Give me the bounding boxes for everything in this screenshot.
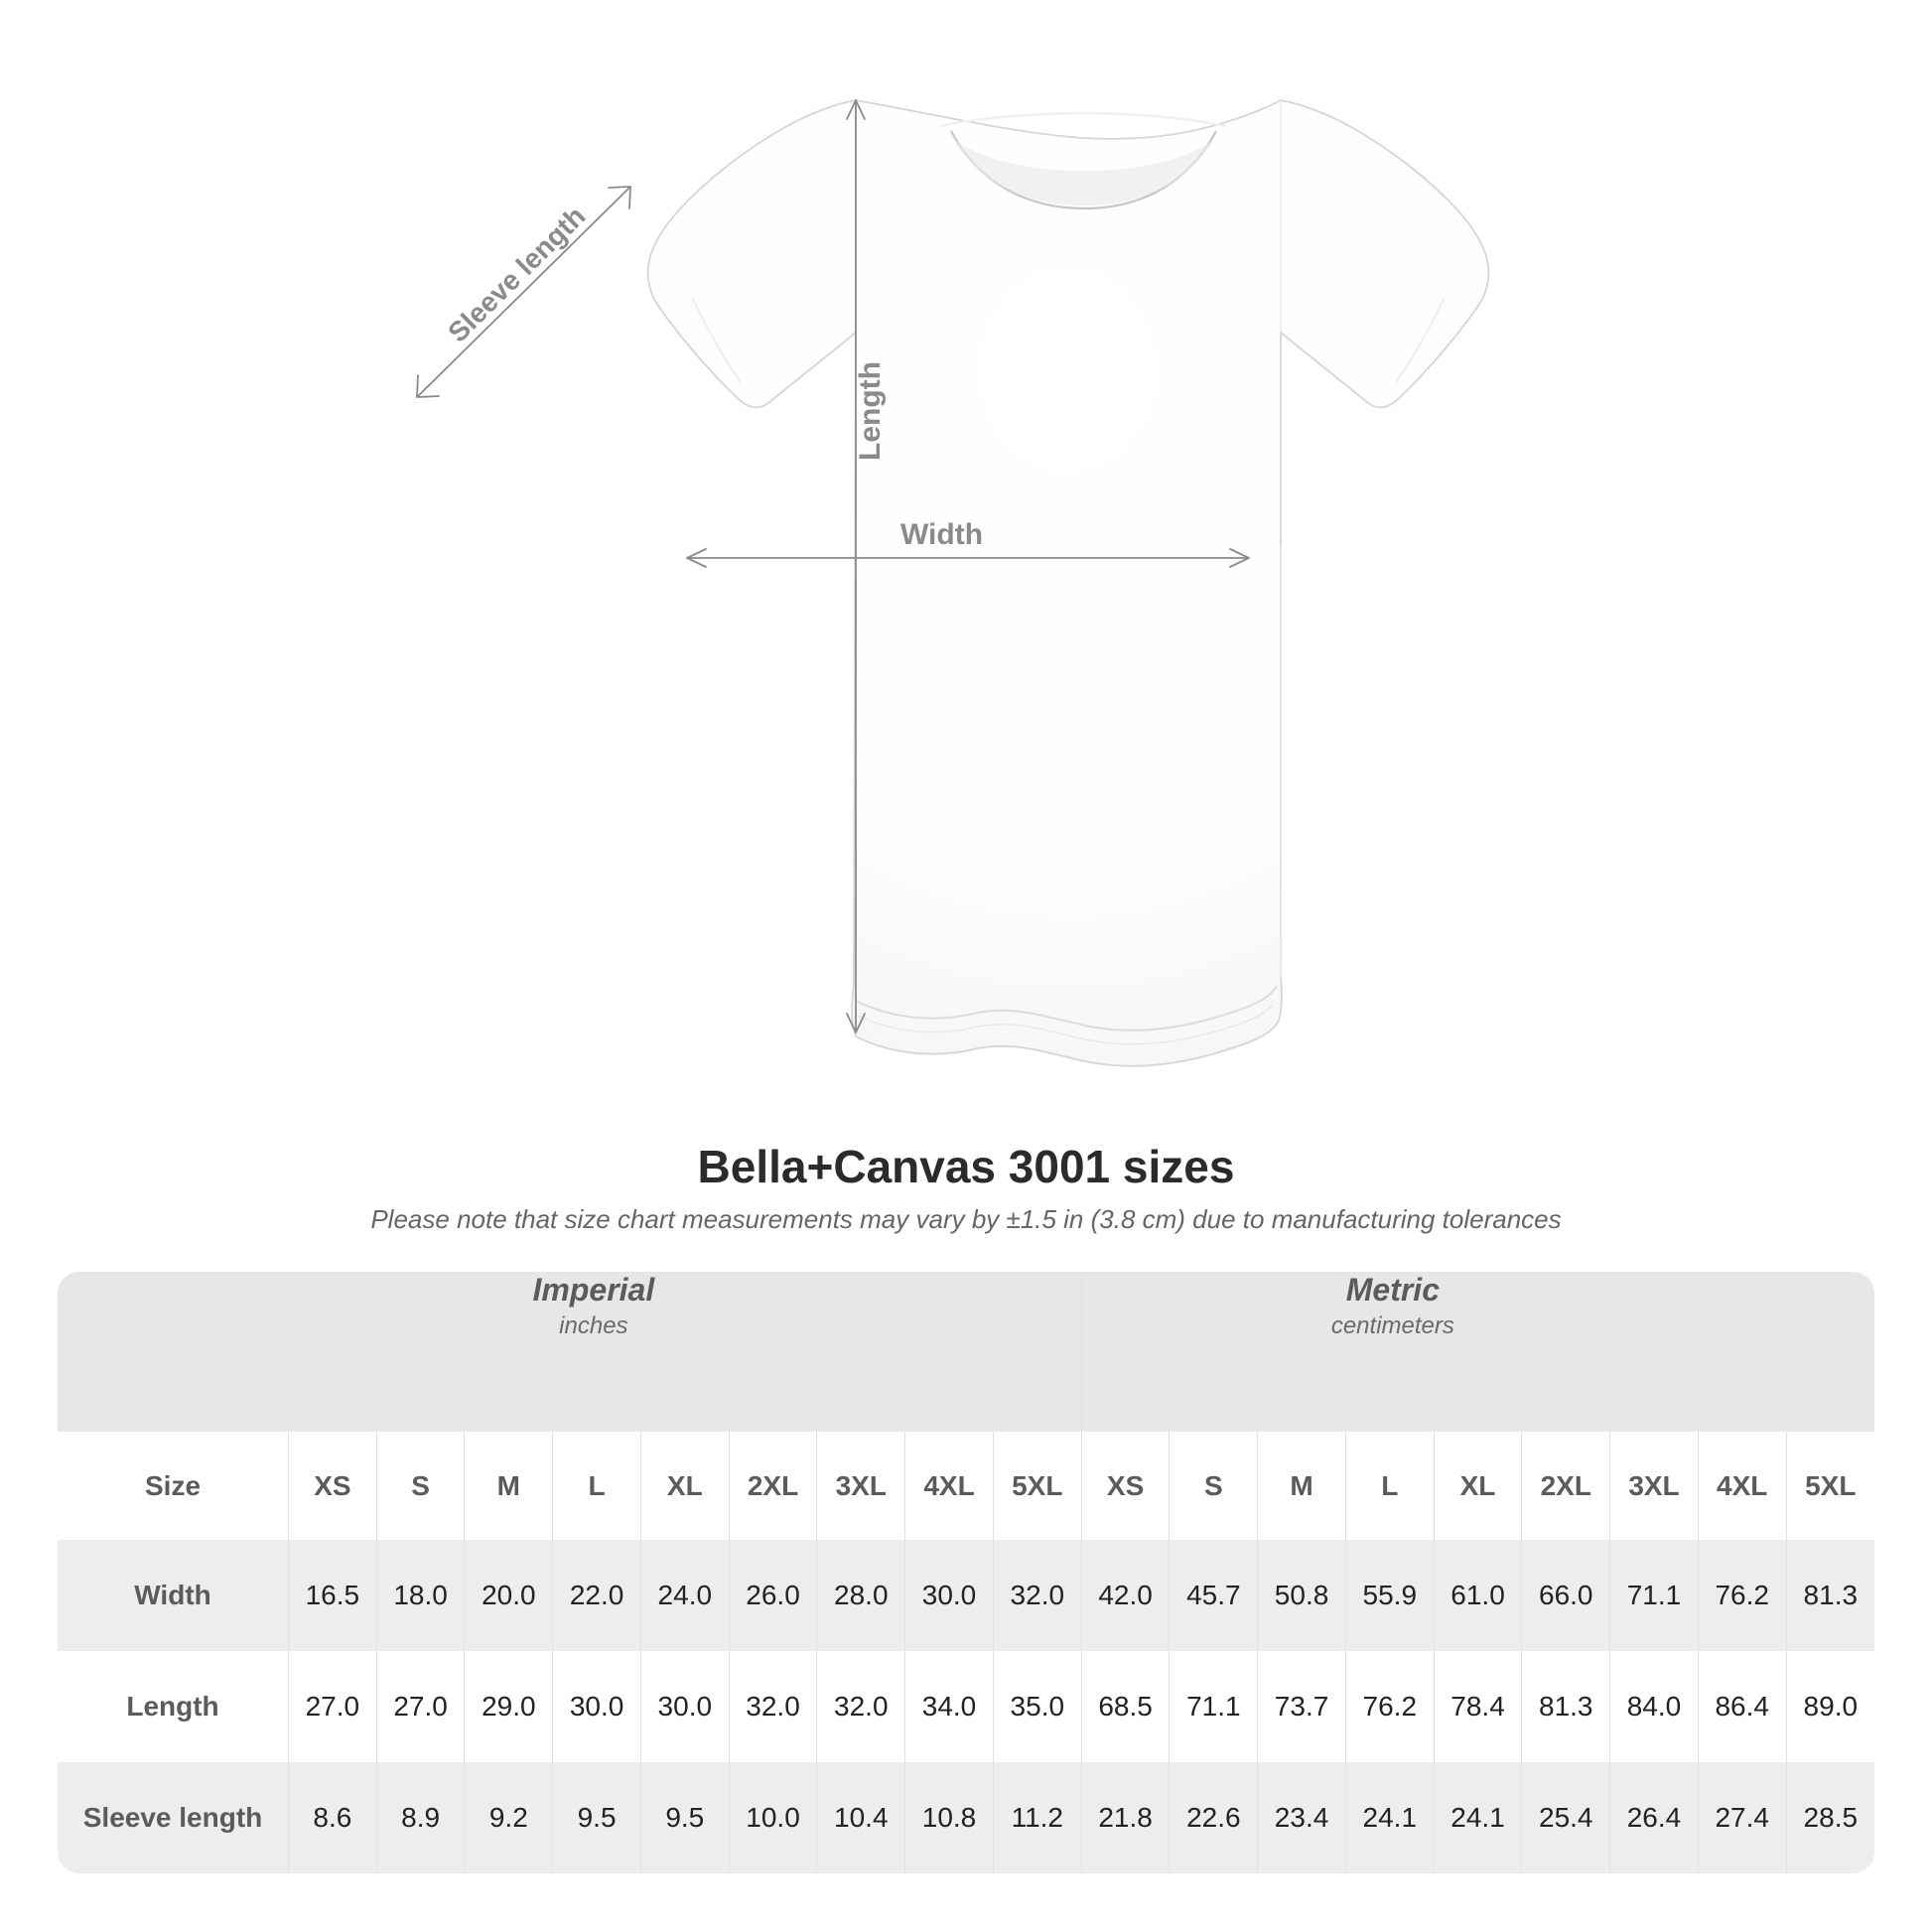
svg-text:Width: Width — [900, 518, 983, 551]
svg-text:Sleeve length: Sleeve length — [442, 201, 591, 348]
svg-text:Length: Length — [854, 361, 887, 461]
